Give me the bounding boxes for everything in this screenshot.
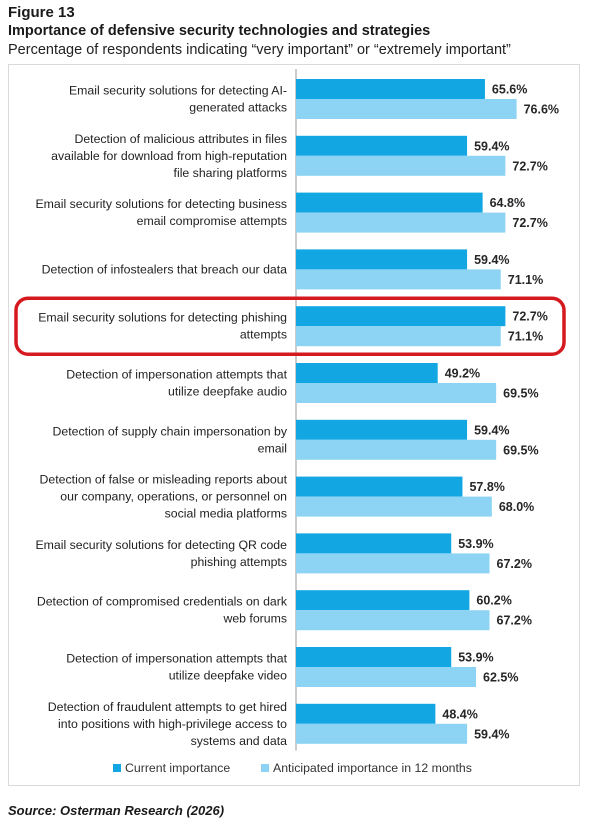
data-label: 60.2% bbox=[476, 594, 511, 608]
bar-anticipated bbox=[296, 383, 497, 403]
category-label: Detection of impersonation attempts that bbox=[66, 652, 287, 666]
category-label: Detection of malicious attributes in fil… bbox=[74, 132, 287, 146]
bar-anticipated bbox=[296, 269, 501, 290]
bar-current bbox=[296, 703, 436, 724]
category-label: social media platforms bbox=[165, 507, 287, 521]
chart-panel: Email security solutions for detecting A… bbox=[8, 64, 580, 786]
data-label: 64.8% bbox=[490, 196, 525, 210]
category-label: Detection of false or misleading reports… bbox=[40, 473, 288, 487]
bar-chart: Email security solutions for detecting A… bbox=[14, 69, 566, 775]
category-label: Detection of fraudulent attempts to get … bbox=[48, 700, 287, 714]
data-label: 59.4% bbox=[474, 727, 509, 741]
data-label: 59.4% bbox=[474, 139, 509, 153]
category-label: utilize deepfake audio bbox=[168, 385, 287, 399]
bar-anticipated bbox=[296, 155, 506, 176]
bar-current bbox=[296, 192, 483, 213]
category-label: into positions with high-privilege acces… bbox=[58, 717, 287, 731]
category-label: Detection of supply chain impersonation … bbox=[53, 424, 288, 438]
category-label: Email security solutions for detecting A… bbox=[69, 84, 287, 98]
bar-current bbox=[296, 533, 452, 554]
category-label: available for download from high-reputat… bbox=[51, 149, 287, 163]
bar-current bbox=[296, 249, 468, 270]
category-label: our company, operations, or personnel on bbox=[60, 490, 287, 504]
legend-label-current: Current importance bbox=[125, 761, 230, 775]
bar-anticipated bbox=[296, 99, 517, 119]
data-label: 69.5% bbox=[503, 443, 538, 457]
bar-anticipated bbox=[296, 723, 468, 744]
bar-current bbox=[296, 647, 452, 667]
category-label: systems and data bbox=[191, 734, 288, 748]
data-label: 67.2% bbox=[497, 614, 532, 628]
chart-subtitle: Percentage of respondents indicating “ve… bbox=[8, 42, 511, 58]
data-label: 57.8% bbox=[469, 480, 504, 494]
bar-anticipated bbox=[296, 553, 490, 574]
data-label: 72.7% bbox=[512, 216, 547, 230]
legend-label-anticipated: Anticipated importance in 12 months bbox=[273, 761, 472, 775]
bar-current bbox=[296, 419, 468, 440]
data-label: 68.0% bbox=[499, 500, 534, 514]
bar-current bbox=[296, 79, 485, 99]
bar-current bbox=[296, 306, 506, 327]
data-label: 59.4% bbox=[474, 423, 509, 437]
data-label: 71.1% bbox=[508, 273, 543, 287]
source-note: Source: Osterman Research (2026) bbox=[8, 803, 225, 818]
data-label: 72.7% bbox=[512, 310, 547, 324]
bar-anticipated bbox=[296, 212, 506, 233]
category-label: Detection of impersonation attempts that bbox=[66, 368, 287, 382]
bar-anticipated bbox=[296, 326, 501, 347]
category-label: phishing attempts bbox=[191, 555, 287, 569]
data-label: 72.7% bbox=[512, 159, 547, 173]
data-label: 76.6% bbox=[524, 103, 559, 117]
data-label: 71.1% bbox=[508, 330, 543, 344]
category-label: attempts bbox=[240, 328, 287, 342]
data-label: 53.9% bbox=[458, 651, 493, 665]
bar-current bbox=[296, 363, 438, 383]
category-label: web forums bbox=[222, 612, 287, 626]
data-label: 49.2% bbox=[445, 367, 480, 381]
data-label: 48.4% bbox=[442, 707, 477, 721]
category-label: Email security solutions for detecting Q… bbox=[35, 538, 287, 552]
legend-swatch-anticipated bbox=[261, 764, 269, 772]
bar-anticipated bbox=[296, 667, 476, 687]
data-label: 53.9% bbox=[458, 537, 493, 551]
bar-anticipated bbox=[296, 439, 497, 460]
category-label: email compromise attempts bbox=[137, 214, 287, 228]
bar-current bbox=[296, 476, 463, 497]
category-label: generated attacks bbox=[189, 101, 287, 115]
category-label: file sharing platforms bbox=[174, 166, 287, 180]
category-label: Email security solutions for detecting p… bbox=[38, 311, 287, 325]
category-label: email bbox=[258, 441, 287, 455]
category-label: utilize deepfake video bbox=[169, 669, 287, 683]
category-label: Email security solutions for detecting b… bbox=[35, 197, 287, 211]
bar-current bbox=[296, 135, 468, 156]
data-label: 65.6% bbox=[492, 83, 527, 97]
legend-swatch-current bbox=[113, 764, 121, 772]
data-label: 62.5% bbox=[483, 671, 518, 685]
highlight-box bbox=[14, 296, 566, 356]
category-label: Detection of compromised credentials on … bbox=[37, 595, 288, 609]
data-label: 67.2% bbox=[497, 557, 532, 571]
data-label: 59.4% bbox=[474, 253, 509, 267]
data-label: 69.5% bbox=[503, 387, 538, 401]
chart-title: Importance of defensive security technol… bbox=[8, 23, 431, 39]
bar-current bbox=[296, 590, 470, 611]
bar-anticipated bbox=[296, 496, 492, 517]
bar-anticipated bbox=[296, 610, 490, 631]
figure-label: Figure 13 bbox=[8, 4, 75, 21]
category-label: Detection of infostealers that breach ou… bbox=[42, 262, 288, 276]
